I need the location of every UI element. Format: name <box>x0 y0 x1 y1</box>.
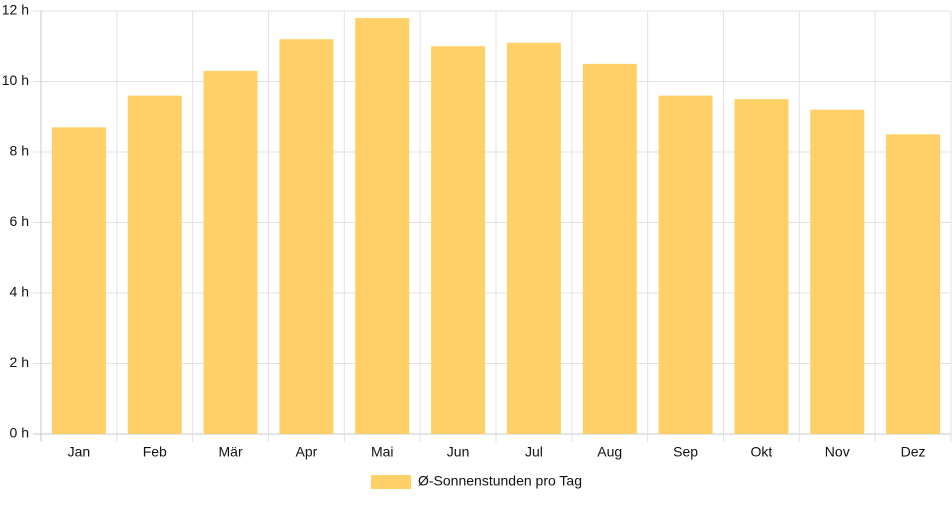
bar[interactable] <box>203 70 258 435</box>
x-tick-label: Jan <box>68 444 91 460</box>
bar-series <box>51 18 941 435</box>
bar[interactable] <box>734 99 789 434</box>
legend-swatch[interactable] <box>371 475 411 489</box>
bar[interactable] <box>582 63 637 434</box>
y-tick-label: 2 h <box>10 354 29 370</box>
x-tick-label: Dez <box>901 444 926 460</box>
y-tick-label: 0 h <box>10 425 29 441</box>
bar[interactable] <box>51 127 106 434</box>
x-tick-label: Jun <box>447 444 470 460</box>
x-tick-label: Jul <box>525 444 543 460</box>
x-tick-label: Feb <box>143 444 167 460</box>
bar[interactable] <box>658 95 713 434</box>
y-tick-label: 6 h <box>10 213 29 229</box>
bar[interactable] <box>279 39 334 434</box>
x-tick-label: Aug <box>597 444 622 460</box>
x-tick-label: Mär <box>219 444 243 460</box>
y-tick-label: 4 h <box>10 284 29 300</box>
x-tick-label: Sep <box>673 444 698 460</box>
x-tick-label: Nov <box>825 444 850 460</box>
y-tick-label: 8 h <box>10 143 29 159</box>
y-tick-label: 10 h <box>2 72 29 88</box>
bar[interactable] <box>886 134 941 434</box>
bar[interactable] <box>810 109 865 434</box>
bar[interactable] <box>506 42 561 434</box>
legend[interactable]: Ø-Sonnenstunden pro Tag <box>371 473 582 489</box>
bar[interactable] <box>431 46 486 434</box>
gridlines <box>33 10 952 442</box>
y-axis: 0 h 2 h 4 h 6 h 8 h 10 h 12 h <box>2 2 29 441</box>
bar[interactable] <box>355 18 410 435</box>
x-tick-label: Apr <box>296 444 318 460</box>
x-tick-label: Mai <box>371 444 394 460</box>
bar[interactable] <box>127 95 182 434</box>
x-tick-label: Okt <box>751 444 773 460</box>
y-tick-label: 12 h <box>2 2 29 18</box>
legend-label[interactable]: Ø-Sonnenstunden pro Tag <box>418 473 582 489</box>
x-axis: Jan Feb Mär Apr Mai Jun Jul Aug Sep Okt Nov Dez <box>68 444 926 460</box>
